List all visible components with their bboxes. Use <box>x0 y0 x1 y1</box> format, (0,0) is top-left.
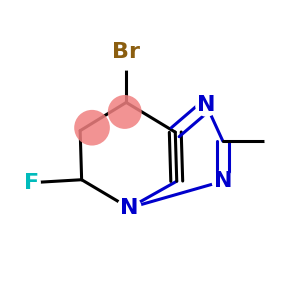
Circle shape <box>74 110 110 146</box>
Circle shape <box>212 170 234 193</box>
Circle shape <box>117 196 142 220</box>
Text: F: F <box>23 173 39 193</box>
Circle shape <box>264 129 288 153</box>
Text: N: N <box>214 171 232 191</box>
Text: Br: Br <box>112 42 140 62</box>
Circle shape <box>108 95 142 129</box>
Circle shape <box>109 36 143 70</box>
Text: N: N <box>120 198 138 218</box>
Circle shape <box>21 173 41 193</box>
Circle shape <box>195 94 218 117</box>
Text: N: N <box>197 95 216 116</box>
